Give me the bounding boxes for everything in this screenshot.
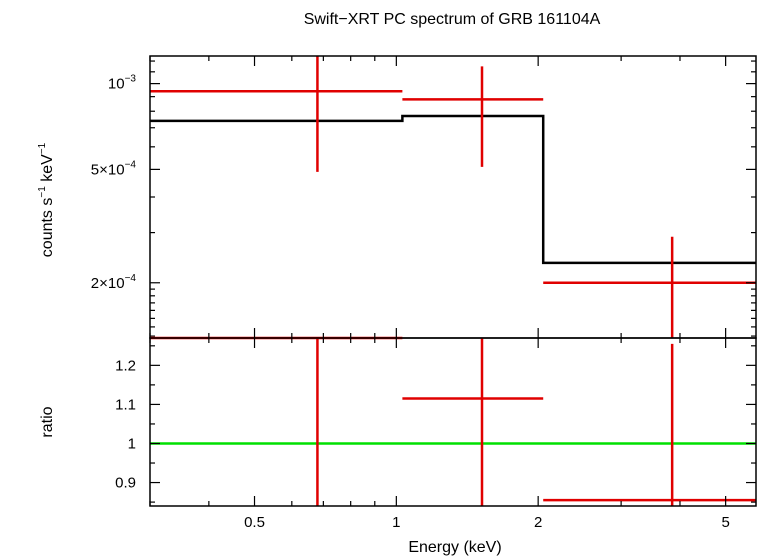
bottom-y-axis-label: ratio <box>39 406 56 437</box>
bottom-y-tick-label: 1.1 <box>115 396 136 413</box>
bottom-panel: 0.9 1 1.1 1.2 <box>115 336 757 507</box>
bottom-y-tick-label: 1.2 <box>115 357 136 374</box>
top-y-tick-label: 2×10−4 <box>91 273 137 292</box>
bottom-panel-frame <box>149 337 757 507</box>
x-tick-label: 2 <box>534 514 542 531</box>
top-y-tick-label: 5×10−4 <box>91 159 137 178</box>
bottom-y-tick-label: 1 <box>128 435 136 452</box>
model-step-line <box>150 114 756 265</box>
top-y-tick-label: 10−3 <box>108 74 137 93</box>
x-axis: 0.5 1 2 5 <box>149 56 730 531</box>
bottom-y-tick-label: 0.9 <box>115 475 136 492</box>
x-tick-label: 0.5 <box>244 514 265 531</box>
chart-title: Swift−XRT PC spectrum of GRB 161104A <box>304 11 601 28</box>
x-tick-label: 5 <box>721 514 729 531</box>
top-panel: 10−3 5×10−4 2×10−4 <box>91 55 757 339</box>
x-tick-label: 1 <box>392 514 400 531</box>
x-axis-label: Energy (keV) <box>408 539 501 556</box>
top-y-axis-label: counts s−1 keV−1 <box>37 142 56 257</box>
